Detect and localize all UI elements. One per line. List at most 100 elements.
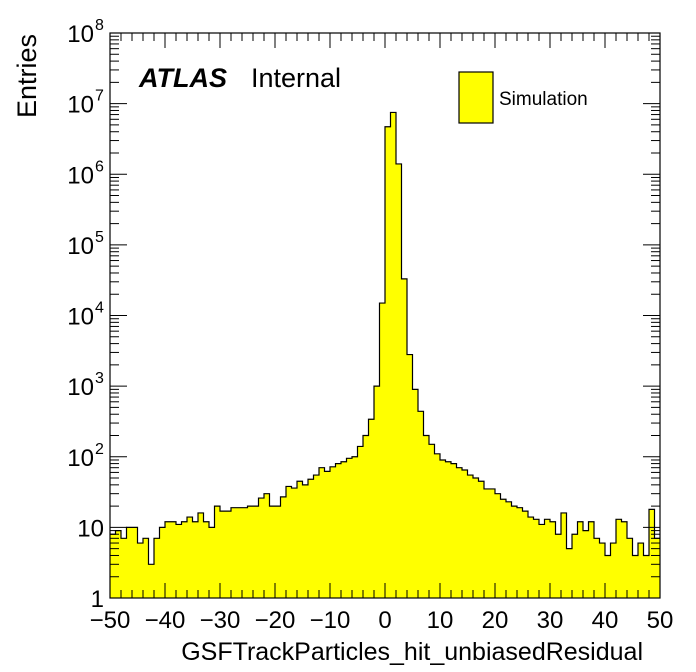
- histogram-bar: [588, 521, 595, 598]
- histogram-bar: [627, 538, 633, 598]
- histogram-bar: [286, 486, 292, 598]
- histogram-bar: [511, 506, 518, 598]
- x-tick-label: 20: [482, 607, 509, 634]
- x-tick-label: −50: [90, 607, 131, 634]
- histogram-bar: [599, 543, 606, 598]
- histogram-bar: [264, 493, 270, 598]
- histogram-bar: [319, 467, 325, 598]
- histogram-bar: [297, 481, 303, 598]
- histogram-bar: [308, 479, 314, 598]
- histogram-bar: [154, 538, 160, 598]
- histogram-bar: [594, 538, 600, 598]
- histogram-bar: [198, 512, 204, 598]
- histogram-bar: [423, 435, 430, 598]
- histogram-bar: [550, 521, 556, 598]
- histogram-bar: [341, 461, 347, 598]
- histogram-bar: [137, 543, 144, 598]
- histogram-bar: [330, 466, 336, 598]
- histogram-bar: [412, 389, 419, 598]
- histogram-bar: [539, 524, 545, 598]
- y-tick-exponent: 2: [95, 441, 104, 458]
- histogram-bar: [506, 501, 512, 598]
- histogram-bar: [643, 555, 650, 598]
- histogram-bar: [528, 517, 534, 598]
- axes: [109, 32, 661, 599]
- histogram-bar: [561, 512, 567, 598]
- histogram-bar: [187, 517, 193, 598]
- histogram-bar: [159, 527, 166, 598]
- histogram-bar: [346, 458, 353, 598]
- histogram-bar: [357, 446, 364, 598]
- histogram-bar: [203, 521, 210, 598]
- atlas-label: ATLAS: [138, 63, 227, 93]
- y-tick-label: 10: [67, 92, 94, 119]
- legend: Simulation: [458, 71, 588, 124]
- histogram-bar: [555, 534, 562, 598]
- y-tick-exponent: 5: [95, 229, 104, 246]
- x-tick-label: 50: [647, 607, 674, 634]
- histogram-outline: [110, 111, 660, 565]
- histogram-bar: [390, 112, 397, 599]
- x-tick-label: −10: [310, 607, 351, 634]
- histogram-bar: [396, 163, 402, 599]
- histogram-bars: [110, 112, 661, 599]
- histogram-bar: [517, 507, 523, 598]
- y-axis-title: Entries: [12, 34, 42, 118]
- histogram-bar: [654, 538, 661, 598]
- histogram-bar: [621, 521, 628, 598]
- histogram-bar: [456, 467, 463, 598]
- histogram-bar: [478, 481, 485, 598]
- y-tick-label: 10: [67, 233, 94, 260]
- histogram-bar: [440, 459, 446, 598]
- histogram-bar: [500, 499, 507, 598]
- histogram-bar: [489, 488, 496, 598]
- histogram-bar: [577, 521, 584, 598]
- histogram-bar: [165, 521, 171, 598]
- x-tick-label: 40: [592, 607, 619, 634]
- histogram-bar: [143, 538, 149, 598]
- histogram-bar: [374, 386, 380, 598]
- histogram-bar: [291, 488, 298, 598]
- histogram-bar: [632, 555, 639, 598]
- y-tick-exponent: 3: [95, 370, 104, 387]
- histogram-bar: [462, 469, 468, 598]
- y-tick-label: 1: [91, 586, 104, 613]
- histogram-bar: [533, 519, 540, 598]
- histogram-bar: [253, 506, 259, 598]
- y-tick-exponent: 4: [95, 300, 104, 317]
- histogram-bar: [451, 463, 457, 598]
- histogram-bar: [434, 453, 441, 598]
- internal-label: Internal: [251, 63, 341, 93]
- histogram-bar: [610, 543, 617, 598]
- x-tick-label: −40: [145, 607, 186, 634]
- x-tick-label: 10: [427, 607, 454, 634]
- histogram-bar: [132, 527, 138, 598]
- x-tick-label: 30: [537, 607, 564, 634]
- histogram-bar: [522, 511, 529, 598]
- histogram-bar: [566, 548, 573, 598]
- histogram-bar: [269, 506, 276, 598]
- histogram-bar: [495, 493, 501, 598]
- histogram-bar: [214, 506, 221, 598]
- x-tick-label: 0: [378, 607, 391, 634]
- histogram-bar: [209, 527, 215, 598]
- histogram-bar: [110, 534, 116, 598]
- histogram-bar: [242, 507, 248, 598]
- y-tick-exponent: 7: [95, 88, 104, 105]
- histogram-bar: [605, 555, 611, 598]
- y-tick-label: 10: [67, 304, 94, 331]
- histogram-bar: [275, 506, 281, 598]
- histogram-bar: [148, 564, 155, 598]
- histogram-bar: [649, 509, 655, 598]
- histogram-bar: [192, 521, 199, 598]
- legend-entry-simulation: Simulation: [499, 89, 588, 110]
- histogram-bar: [484, 488, 490, 598]
- x-axis-title: GSFTrackParticles_hit_unbiasedResidual: [181, 638, 643, 666]
- histogram-bar: [467, 475, 474, 598]
- histogram-bar: [352, 456, 358, 598]
- histogram-bar: [313, 475, 320, 598]
- histogram-bar: [616, 519, 622, 598]
- histogram-bar: [181, 521, 188, 598]
